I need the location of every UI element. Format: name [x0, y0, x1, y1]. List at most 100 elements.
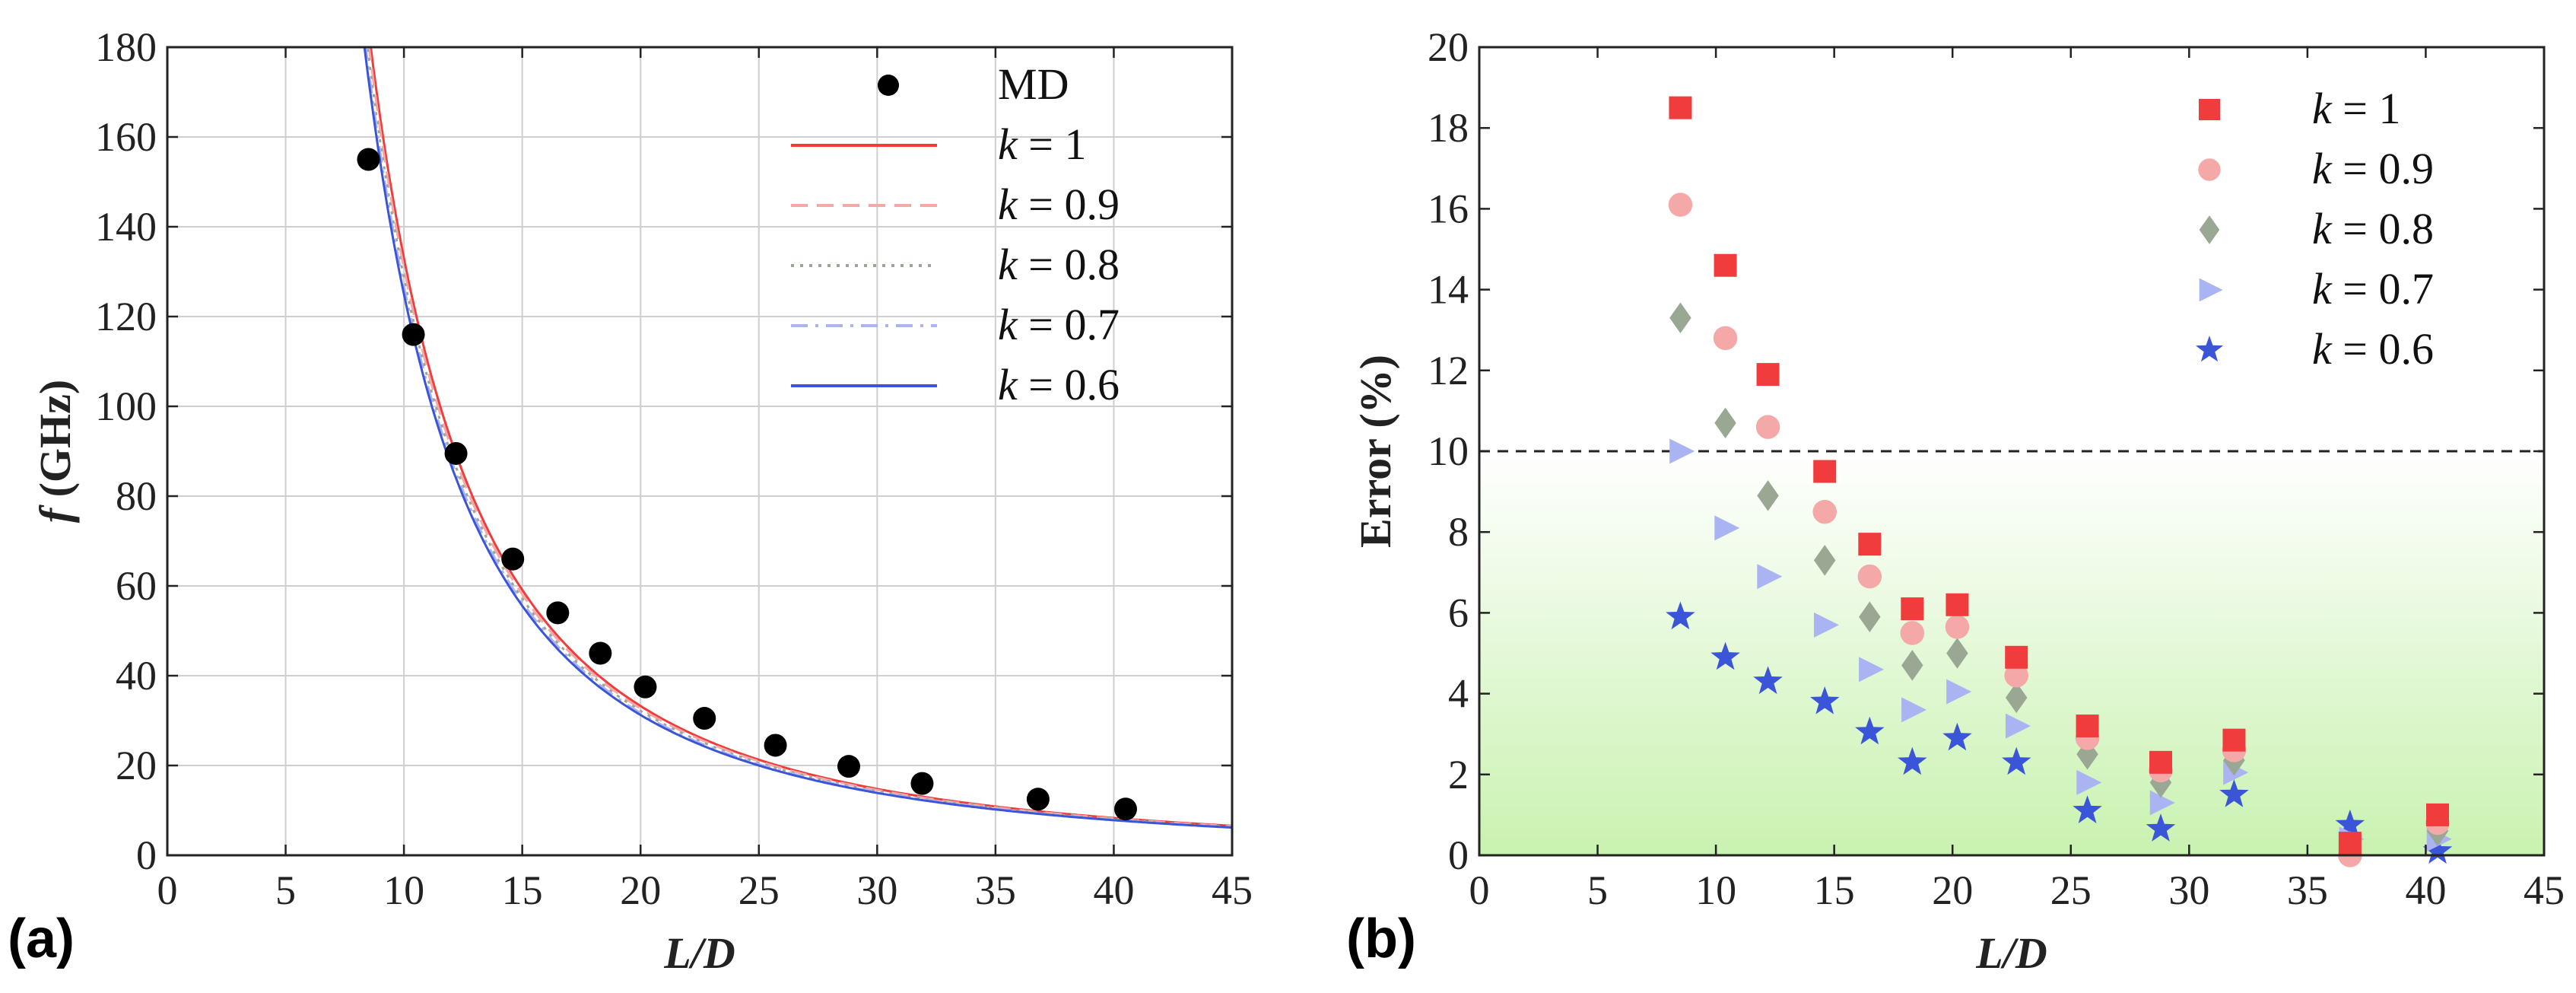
y-tick-label: 160 — [95, 114, 157, 160]
md-point — [1026, 788, 1050, 811]
point-k08 — [1946, 638, 1968, 669]
x-tick-label: 20 — [620, 867, 661, 913]
x-tick-label: 25 — [738, 867, 780, 913]
grid-a — [167, 47, 1232, 855]
legend-label-text: = 0.7 — [1018, 300, 1120, 349]
x-tick-label: 15 — [1814, 867, 1855, 913]
point-k07 — [1669, 438, 1695, 464]
point-k08 — [1757, 480, 1779, 511]
point-k08 — [1901, 650, 1923, 681]
x-tick-label: 5 — [275, 867, 296, 913]
y-tick-label: 100 — [95, 384, 157, 429]
y-tick-label: 60 — [116, 563, 157, 609]
point-k06 — [2073, 795, 2102, 823]
point-k06 — [1855, 716, 1885, 745]
point-k1 — [2005, 645, 2028, 669]
x-tick-label: 35 — [975, 867, 1016, 913]
x-tick-label: 30 — [2168, 867, 2209, 913]
x-tick-label: 45 — [1212, 867, 1253, 913]
point-k09 — [1668, 193, 1693, 217]
point-k1 — [1669, 96, 1692, 119]
y-tick-label: 8 — [1448, 509, 1469, 555]
legend-label-text: = 0.8 — [1018, 240, 1120, 289]
y-tick-label: 20 — [1428, 24, 1469, 70]
legend-marker-k08 — [2199, 215, 2220, 244]
curve-k09 — [367, 47, 1232, 828]
legend-label-prefix: k — [2312, 204, 2333, 253]
y-tick-label: 0 — [1448, 832, 1469, 878]
x-tick-label: 30 — [856, 867, 897, 913]
legend-label: k = 1 — [998, 119, 1086, 169]
md-point — [910, 772, 934, 795]
legend-marker-md — [878, 75, 899, 96]
legend-label-text: MD — [998, 59, 1069, 109]
md-point — [1114, 797, 1137, 821]
y-tick-label: 40 — [116, 653, 157, 699]
y-tick-label: 10 — [1428, 428, 1469, 474]
y-tick-label: 0 — [136, 832, 157, 878]
panel-label-b: (b) — [1346, 909, 1416, 969]
point-k09 — [1713, 326, 1738, 351]
point-k08 — [1669, 302, 1691, 334]
legend-marker-k09 — [2198, 158, 2221, 181]
x-tick-label: 0 — [1469, 867, 1490, 913]
point-k09 — [1755, 415, 1780, 439]
point-k09 — [1945, 615, 1970, 639]
md-point — [357, 148, 380, 171]
curve-k1 — [369, 47, 1232, 827]
y-tick-label: 18 — [1428, 105, 1469, 151]
legend-label-prefix: k — [2312, 264, 2333, 313]
legend-marker-k1 — [2199, 99, 2220, 120]
point-k07 — [1946, 679, 1972, 705]
x-ticks-a: 0 5 10 15 20 25 30 35 40 45 — [157, 47, 1253, 913]
point-k1 — [2338, 832, 2362, 855]
legend-label: k = 0.8 — [998, 240, 1120, 289]
point-k06 — [2002, 746, 2031, 775]
legend-label-text: = 0.6 — [1018, 360, 1120, 409]
y-tick-label: 4 — [1448, 671, 1469, 717]
legend-label-prefix: k — [2312, 144, 2333, 193]
point-k06 — [1942, 722, 1972, 751]
legend-label-prefix: k — [998, 300, 1018, 349]
curve-k08 — [366, 47, 1232, 828]
point-k07 — [1859, 657, 1885, 683]
x-axis-label-a: L/D — [663, 928, 735, 978]
legend-label: k = 0.6 — [2312, 324, 2434, 374]
point-k07 — [1901, 697, 1927, 723]
point-k09 — [1812, 499, 1837, 524]
legend-label-text: = 0.8 — [2332, 204, 2434, 253]
md-point — [402, 323, 425, 346]
legend-label: k = 0.7 — [2312, 264, 2434, 313]
y-tick-label: 6 — [1448, 590, 1469, 635]
error-points — [1666, 96, 2453, 867]
x-tick-label: 5 — [1587, 867, 1608, 913]
point-k1 — [1901, 597, 1924, 621]
x-tick-label: 40 — [2405, 867, 2446, 913]
y-tick-label: 180 — [95, 24, 157, 70]
legend-label-text: = 1 — [2332, 84, 2401, 133]
y-tick-label: 120 — [95, 294, 157, 339]
md-point — [764, 734, 787, 757]
legend-label-text: = 0.9 — [2332, 144, 2434, 193]
legend-label: k = 0.9 — [998, 180, 1120, 229]
point-k06 — [1666, 601, 1695, 630]
point-k06 — [1710, 641, 1740, 670]
x-tick-label: 20 — [1932, 867, 1973, 913]
point-k08 — [1859, 601, 1881, 632]
point-k06 — [2146, 813, 2176, 842]
legend-marker-k07 — [2199, 278, 2223, 302]
x-tick-label: 45 — [2524, 867, 2565, 913]
md-point — [837, 755, 860, 778]
md-points — [357, 148, 1137, 821]
point-k1 — [2222, 728, 2246, 752]
point-k07 — [1813, 612, 1839, 638]
curve-k07 — [364, 47, 1232, 829]
chart-a: 0 5 10 15 20 25 30 35 40 45 0 20 40 60 80 100 120 140 160… — [8, 24, 1253, 978]
point-k06 — [2335, 809, 2365, 838]
legend-label-prefix: k — [998, 119, 1018, 169]
x-tick-label: 35 — [2287, 867, 2328, 913]
point-k08 — [1714, 407, 1736, 439]
x-tick-label: 10 — [383, 867, 424, 913]
point-k06 — [1898, 746, 1927, 775]
y-axis-label-b: Error (%) — [1351, 355, 1400, 548]
